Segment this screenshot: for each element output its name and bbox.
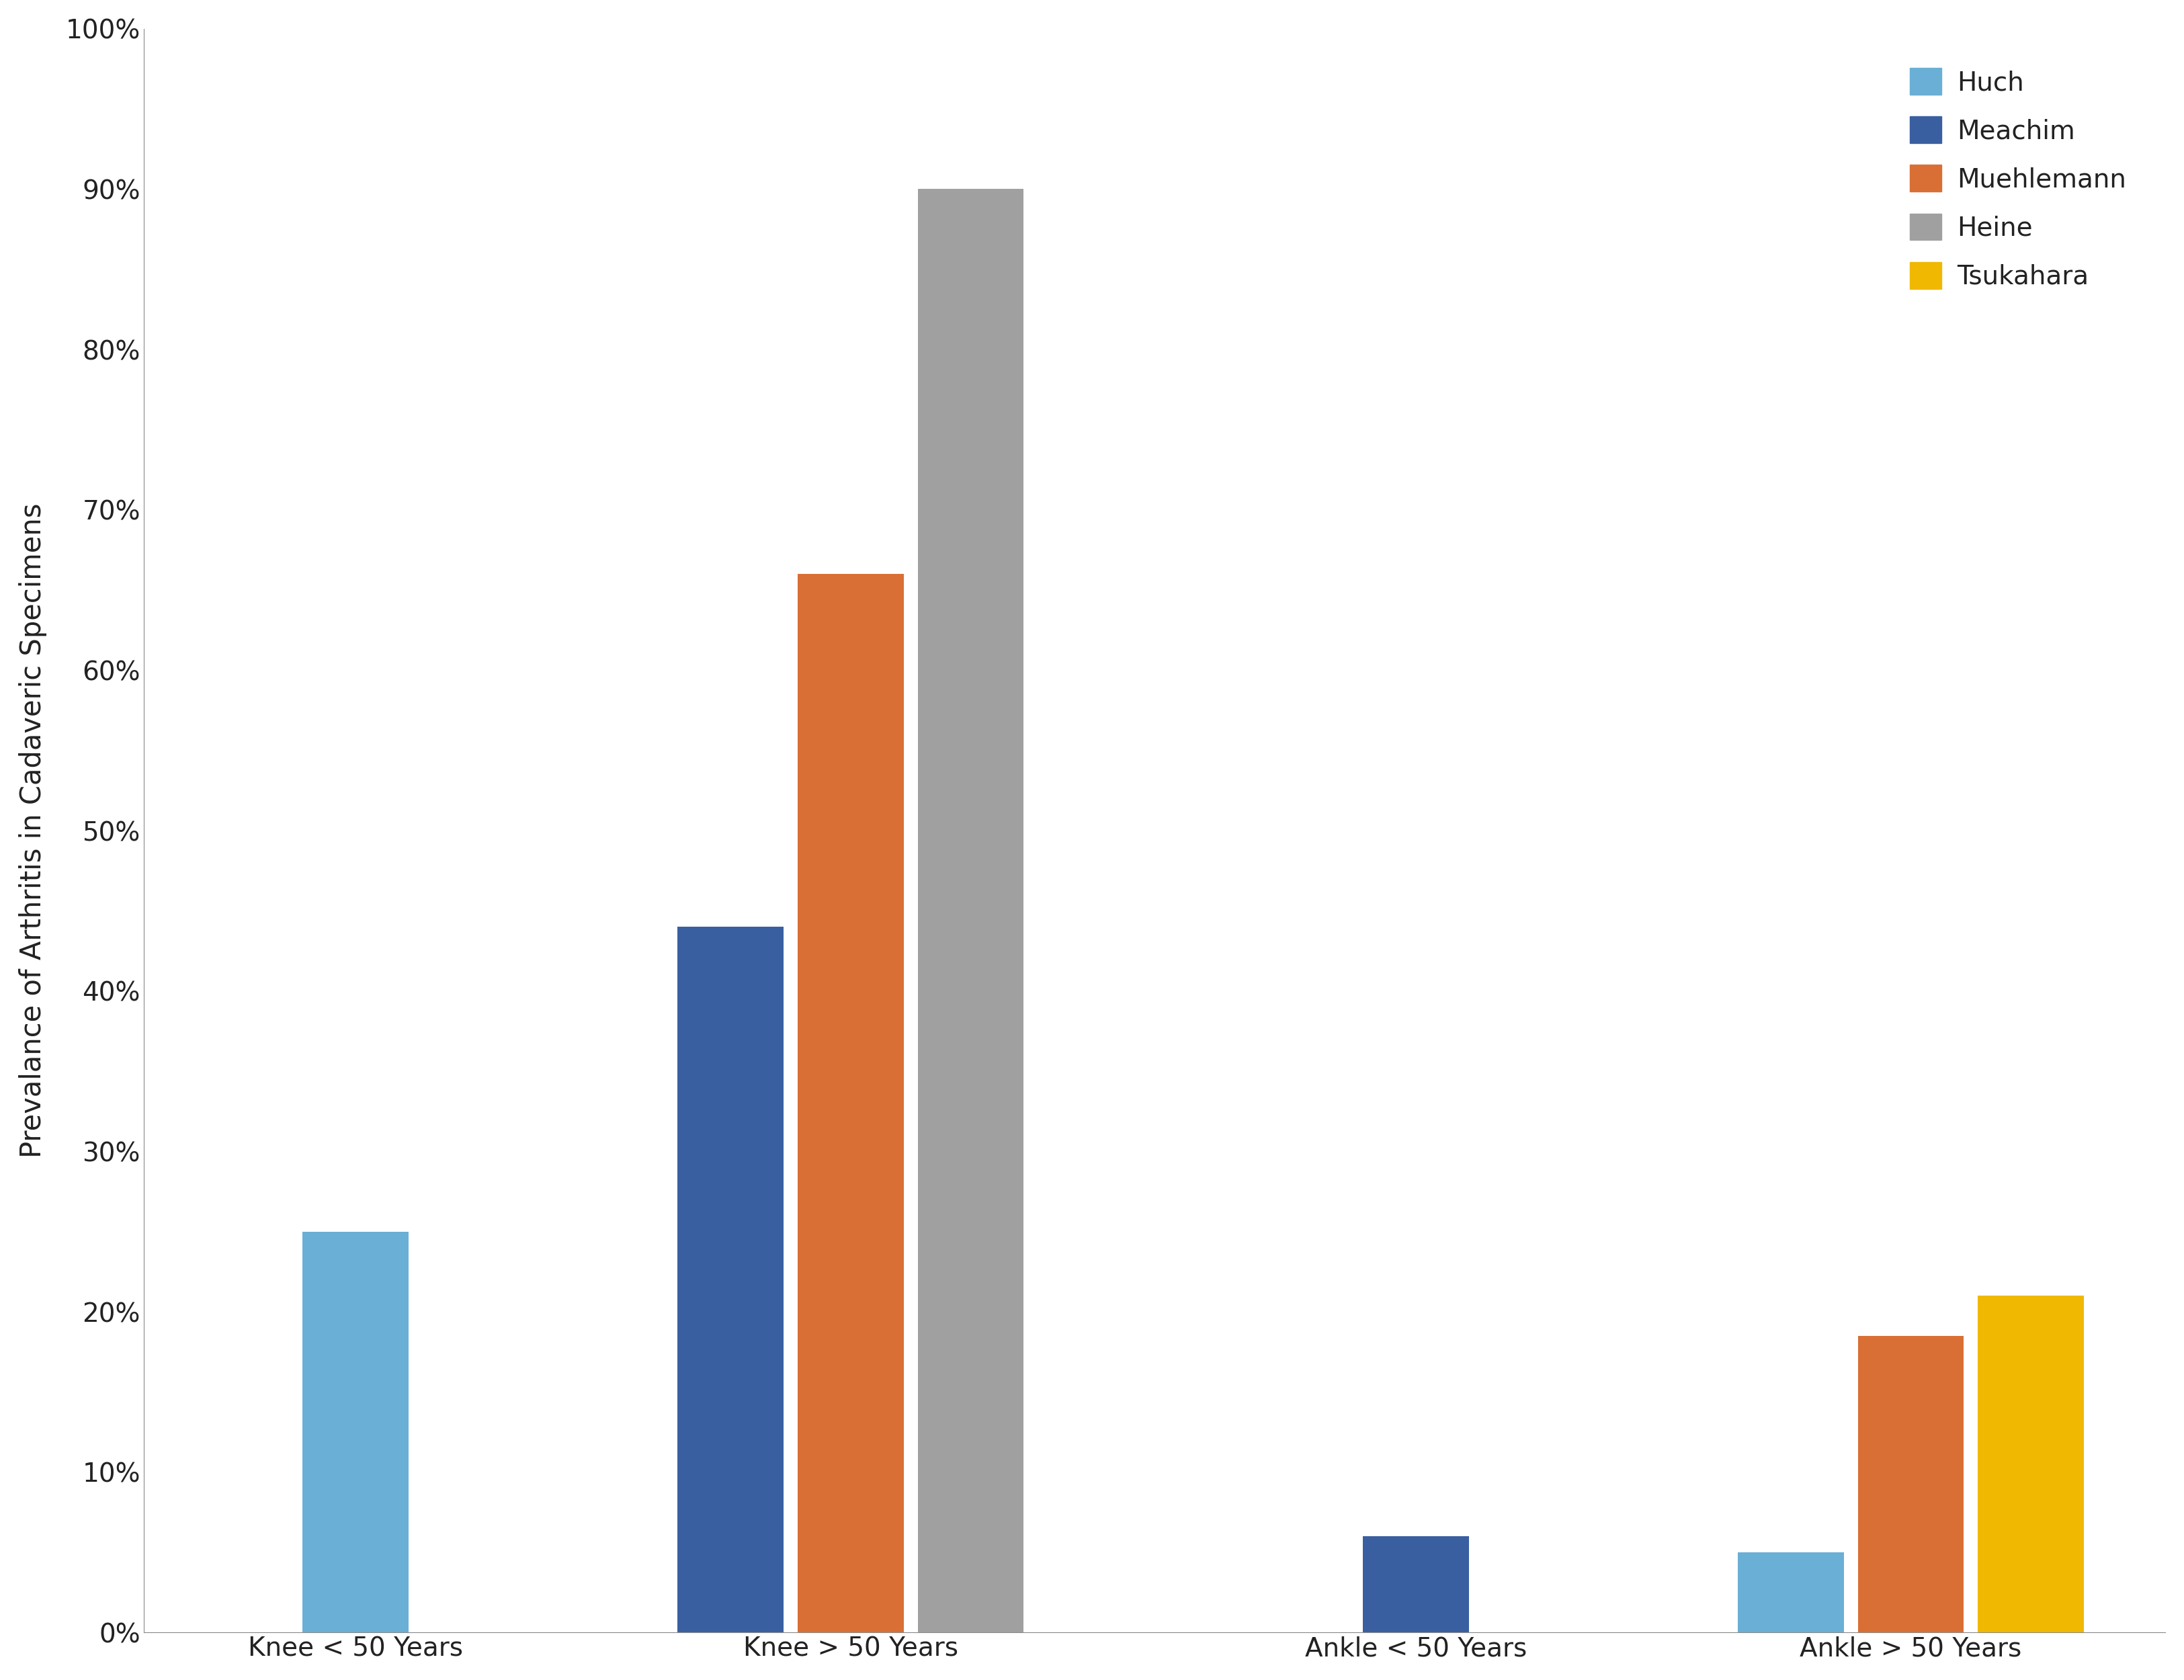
Y-axis label: Prevalance of Arthritis in Cadaveric Specimens: Prevalance of Arthritis in Cadaveric Spe… (20, 504, 46, 1158)
Bar (1859, 1336, 1963, 1633)
Legend: Huch, Meachim, Muehlemann, Heine, Tsukahara: Huch, Meachim, Muehlemann, Heine, Tsukah… (1883, 42, 2151, 316)
Bar (1363, 1536, 1470, 1633)
Bar (917, 190, 1024, 1633)
Bar (1738, 1552, 1843, 1633)
Bar (797, 575, 904, 1633)
Bar (304, 1231, 408, 1633)
Bar (677, 927, 784, 1633)
Bar (1979, 1295, 2084, 1633)
